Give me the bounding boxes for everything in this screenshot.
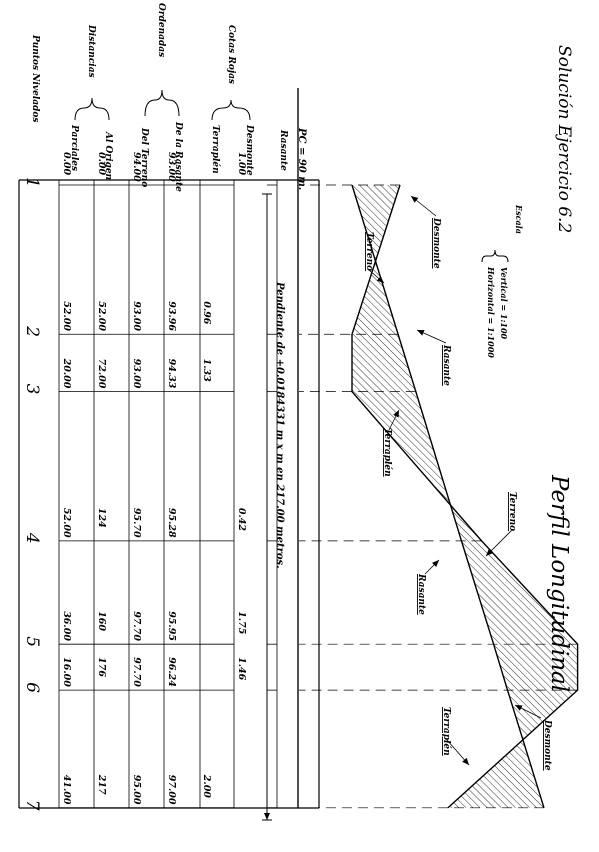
- scale-note: Escala Vertical = 1:100 Horizontal = 1:1…: [481, 204, 524, 358]
- point-number: 4: [22, 532, 42, 544]
- cell-origen: 72.00: [96, 359, 107, 389]
- cell-terraplen: 2.00: [201, 774, 212, 799]
- point-number: 3: [22, 384, 42, 395]
- cell-desmonte: 1.75: [236, 611, 247, 635]
- cell-origen: 176: [96, 657, 107, 677]
- point-number: 2: [22, 325, 42, 337]
- row-header-parciales: Parciales: [69, 124, 79, 171]
- row-header-rasante: Rasante: [278, 129, 288, 171]
- cell-terreno: 97.70: [131, 657, 142, 687]
- cell-desmonte: 1.00: [236, 152, 247, 176]
- cell-parcial: 16.00: [61, 657, 72, 687]
- cell-rasante: 93.00: [166, 152, 177, 182]
- label-desmonte-2: Desmonte: [542, 719, 552, 771]
- label-terreno-1: Terreno: [364, 232, 374, 271]
- cell-terreno: 94.00: [131, 152, 142, 182]
- cell-terreno: 97.70: [131, 611, 142, 641]
- cell-terraplen: 1.33: [201, 359, 212, 383]
- row-header-al-origen: Al Origen: [103, 131, 113, 180]
- cell-origen: 52.00: [96, 301, 107, 331]
- row-header-del-terreno: Del Terreno: [139, 127, 149, 187]
- profile-plot: [297, 88, 579, 809]
- label-rasante-2: Rasante: [416, 573, 426, 615]
- scale-horizontal: Horizontal = 1:1000: [486, 266, 496, 358]
- point-number: 1: [22, 177, 42, 188]
- cell-rasante: 96.24: [166, 657, 177, 687]
- row-header-distancias: Distancias: [86, 24, 96, 78]
- point-number: 5: [22, 636, 42, 647]
- cell-parcial: 52.00: [61, 301, 72, 331]
- cell-rasante: 95.95: [166, 611, 177, 641]
- cell-parcial: 20.00: [61, 358, 72, 389]
- scale-vertical: Vertical = 1:100: [499, 267, 509, 340]
- callouts: Desmonte Terreno Rasante Terraplén Terre…: [364, 195, 552, 771]
- cell-origen: 124: [96, 508, 107, 528]
- cell-origen: 217: [96, 774, 107, 795]
- data-table: 1.0093.0094.000.000.0010.9693.9693.0052.…: [18, 88, 320, 821]
- row-header-ordenadas: Ordenadas: [156, 3, 166, 57]
- label-terreno-2: Terreno: [507, 492, 517, 531]
- cell-terreno: 93.00: [131, 301, 142, 331]
- cell-terreno: 93.00: [131, 359, 142, 389]
- label-desmonte-1: Desmonte: [431, 217, 441, 269]
- row-header-puntos: Puntos Nivelados: [30, 34, 40, 122]
- cell-terraplen: 0.96: [201, 301, 212, 325]
- cell-rasante: 94.33: [166, 359, 177, 389]
- cell-rasante: 97.00: [166, 775, 177, 805]
- row-header-de-la-rasante: De la Rasante: [173, 121, 183, 192]
- row-headers: PC = 90 m. Rasante Desmonte Terraplén Co…: [30, 3, 307, 569]
- label-rasante-1: Rasante: [441, 344, 451, 386]
- subtitle: Solución Ejercicio 6.2: [554, 45, 574, 233]
- cell-terreno: 95.70: [131, 508, 142, 538]
- row-header-cotas-rojas: Cotas Rojas: [226, 25, 236, 84]
- pendiente-text: Pendiente de +0.0184331 m x m en 217.00 …: [274, 281, 285, 569]
- point-number: 7: [22, 800, 42, 811]
- label-terraplen-1: Terraplén: [382, 428, 393, 477]
- point-number: 6: [22, 682, 42, 693]
- cell-origen: 0.00: [96, 152, 107, 176]
- cell-rasante: 93.96: [166, 301, 177, 331]
- cell-parcial: 52.00: [61, 508, 72, 538]
- cell-parcial: 36.00: [61, 611, 72, 641]
- cell-parcial: 0.00: [61, 152, 72, 176]
- row-header-terraplen: Terraplén: [210, 125, 221, 174]
- cell-parcial: 41.00: [61, 775, 72, 805]
- cell-rasante: 95.28: [166, 508, 177, 538]
- cell-desmonte: 0.42: [236, 508, 247, 532]
- row-header-desmonte: Desmonte: [244, 124, 254, 176]
- cell-terreno: 95.00: [131, 775, 142, 805]
- scale-label: Escala: [514, 204, 524, 234]
- cell-origen: 160: [96, 611, 107, 631]
- cell-desmonte: 1.46: [236, 657, 247, 681]
- label-terraplen-2: Terraplén: [441, 707, 452, 756]
- pc-label: PC = 90 m.: [296, 127, 307, 190]
